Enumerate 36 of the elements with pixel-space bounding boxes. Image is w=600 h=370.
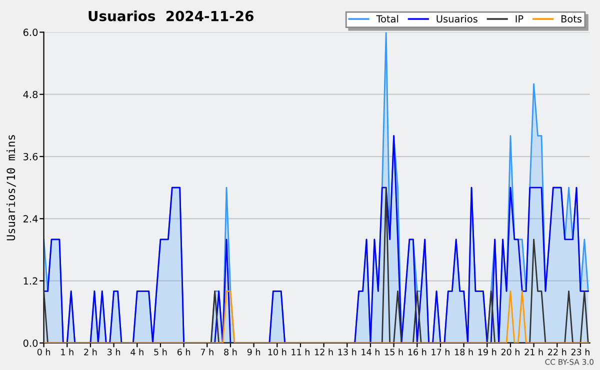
x-tick-label: 8 h <box>224 348 237 356</box>
x-tick-label: 19 h <box>478 348 496 356</box>
x-tick-label: 4 h <box>130 348 144 356</box>
x-tick-label: 16 h <box>408 348 426 356</box>
x-tick-label: 10 h <box>268 348 286 356</box>
legend-label: Total <box>376 15 398 23</box>
y-tick-label: 3.6 <box>24 152 38 160</box>
x-tick-label: 0 h <box>37 348 50 356</box>
y-tick-label: 4.8 <box>23 90 38 98</box>
x-tick-label: 1 h <box>61 348 74 356</box>
x-tick-label: 18 h <box>455 348 473 356</box>
y-axis-title: Usuarios/10 mins <box>6 135 16 240</box>
x-tick-label: 12 h <box>315 348 333 356</box>
x-tick-label: 2 h <box>84 348 97 356</box>
x-tick-label: 7 h <box>200 348 214 356</box>
x-tick-label: 20 h <box>501 348 520 356</box>
x-tick-label: 14 h <box>362 348 380 356</box>
chart-title: Usuarios 2024-11-26 <box>88 10 254 22</box>
y-tick-label: 2.4 <box>23 215 38 222</box>
x-tick-label: 17 h <box>432 348 450 356</box>
y-tick-label: 1.2 <box>24 277 38 285</box>
y-tick-label: 0.0 <box>23 339 38 347</box>
x-tick-label: 21 h <box>524 348 543 356</box>
x-tick-label: 13 h <box>338 348 356 356</box>
x-tick-label: 22 h <box>548 348 566 356</box>
x-tick-label: 11 h <box>292 348 310 356</box>
x-tick-label: 9 h <box>247 348 260 356</box>
y-tick-label: 6.0 <box>23 28 38 36</box>
x-tick-label: 5 h <box>154 348 167 356</box>
legend-label: Usuarios <box>436 15 478 23</box>
x-tick-label: 3 h <box>108 348 120 356</box>
x-tick-label: 23 h <box>571 348 590 356</box>
legend-label: Bots <box>561 15 582 23</box>
x-tick-label: 15 h <box>385 348 403 356</box>
legend-label: IP <box>516 15 524 22</box>
x-tick-label: 6 h <box>177 348 190 356</box>
